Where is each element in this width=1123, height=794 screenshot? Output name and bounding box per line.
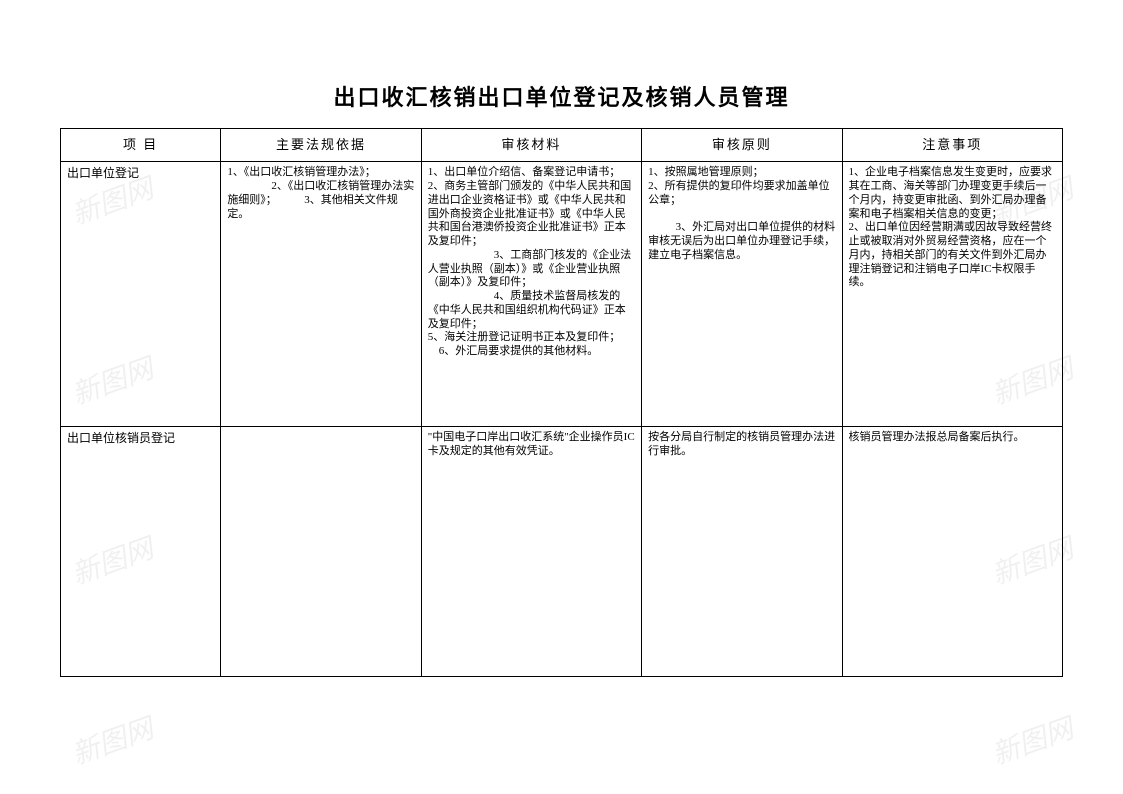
cell-text: 按各分局自行制定的核销员管理办法进行审批。 — [648, 431, 835, 459]
cell-text: 1、企业电子档案信息发生变更时，应要求其在工商、海关等部门办理变更手续后一个月内… — [849, 166, 1056, 290]
cell-notes: 1、企业电子档案信息发生变更时，应要求其在工商、海关等部门办理变更手续后一个月内… — [842, 162, 1062, 427]
cell-basis: 1、《出口收汇核销管理办法》； 2、《出口收汇核销管理办法实施细则》； 3、其他… — [221, 162, 421, 427]
cell-text: "中国电子口岸出口收汇系统"企业操作员IC卡及规定的其他有效凭证。 — [428, 431, 635, 459]
table-row: 出口单位核销员登记 "中国电子口岸出口收汇系统"企业操作员IC卡及规定的其他有效… — [61, 427, 1063, 677]
main-table: 项 目 主要法规依据 审核材料 审核原则 注意事项 出口单位登记 1、《出口收汇… — [60, 128, 1063, 677]
cell-text: 核销员管理办法报总局备案后执行。 — [849, 431, 1056, 445]
cell-principles: 按各分局自行制定的核销员管理办法进行审批。 — [642, 427, 842, 677]
cell-project: 出口单位登记 — [61, 162, 221, 427]
header-notes: 注意事项 — [842, 129, 1062, 162]
cell-text: 1、按照属地管理原则； 2、所有提供的复印件均要求加盖单位公章； 3、外汇局对出… — [648, 166, 835, 262]
cell-principles: 1、按照属地管理原则； 2、所有提供的复印件均要求加盖单位公章； 3、外汇局对出… — [642, 162, 842, 427]
cell-project: 出口单位核销员登记 — [61, 427, 221, 677]
cell-notes: 核销员管理办法报总局备案后执行。 — [842, 427, 1062, 677]
cell-text: 出口单位登记 — [67, 166, 214, 181]
cell-text: 1、出口单位介绍信、备案登记申请书； 2、商务主管部门颁发的《中华人民共和国进出… — [428, 166, 635, 359]
cell-text: 出口单位核销员登记 — [67, 431, 214, 446]
table-row: 出口单位登记 1、《出口收汇核销管理办法》； 2、《出口收汇核销管理办法实施细则… — [61, 162, 1063, 427]
cell-basis — [221, 427, 421, 677]
header-materials: 审核材料 — [421, 129, 641, 162]
cell-materials: "中国电子口岸出口收汇系统"企业操作员IC卡及规定的其他有效凭证。 — [421, 427, 641, 677]
table-header-row: 项 目 主要法规依据 审核材料 审核原则 注意事项 — [61, 129, 1063, 162]
cell-materials: 1、出口单位介绍信、备案登记申请书； 2、商务主管部门颁发的《中华人民共和国进出… — [421, 162, 641, 427]
page-title: 出口收汇核销出口单位登记及核销人员管理 — [60, 80, 1063, 112]
cell-text: 1、《出口收汇核销管理办法》； 2、《出口收汇核销管理办法实施细则》； 3、其他… — [227, 166, 414, 221]
header-project: 项 目 — [61, 129, 221, 162]
watermark-text: 新图网 — [986, 707, 1079, 773]
header-basis: 主要法规依据 — [221, 129, 421, 162]
header-principles: 审核原则 — [642, 129, 842, 162]
watermark-text: 新图网 — [66, 707, 159, 773]
